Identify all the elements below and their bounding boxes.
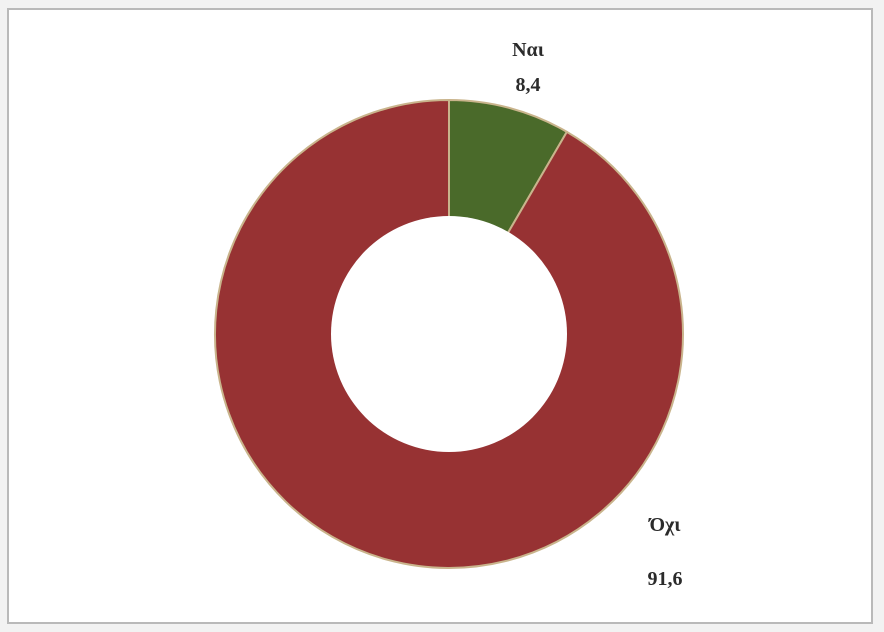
slice-label-nai: Ναι: [512, 39, 545, 61]
slice-value-ochi: 91,6: [648, 568, 683, 590]
slice-value-nai: 8,4: [516, 74, 541, 96]
slice-label-ochi: Όχι: [648, 514, 682, 536]
donut-hole: [331, 216, 567, 452]
